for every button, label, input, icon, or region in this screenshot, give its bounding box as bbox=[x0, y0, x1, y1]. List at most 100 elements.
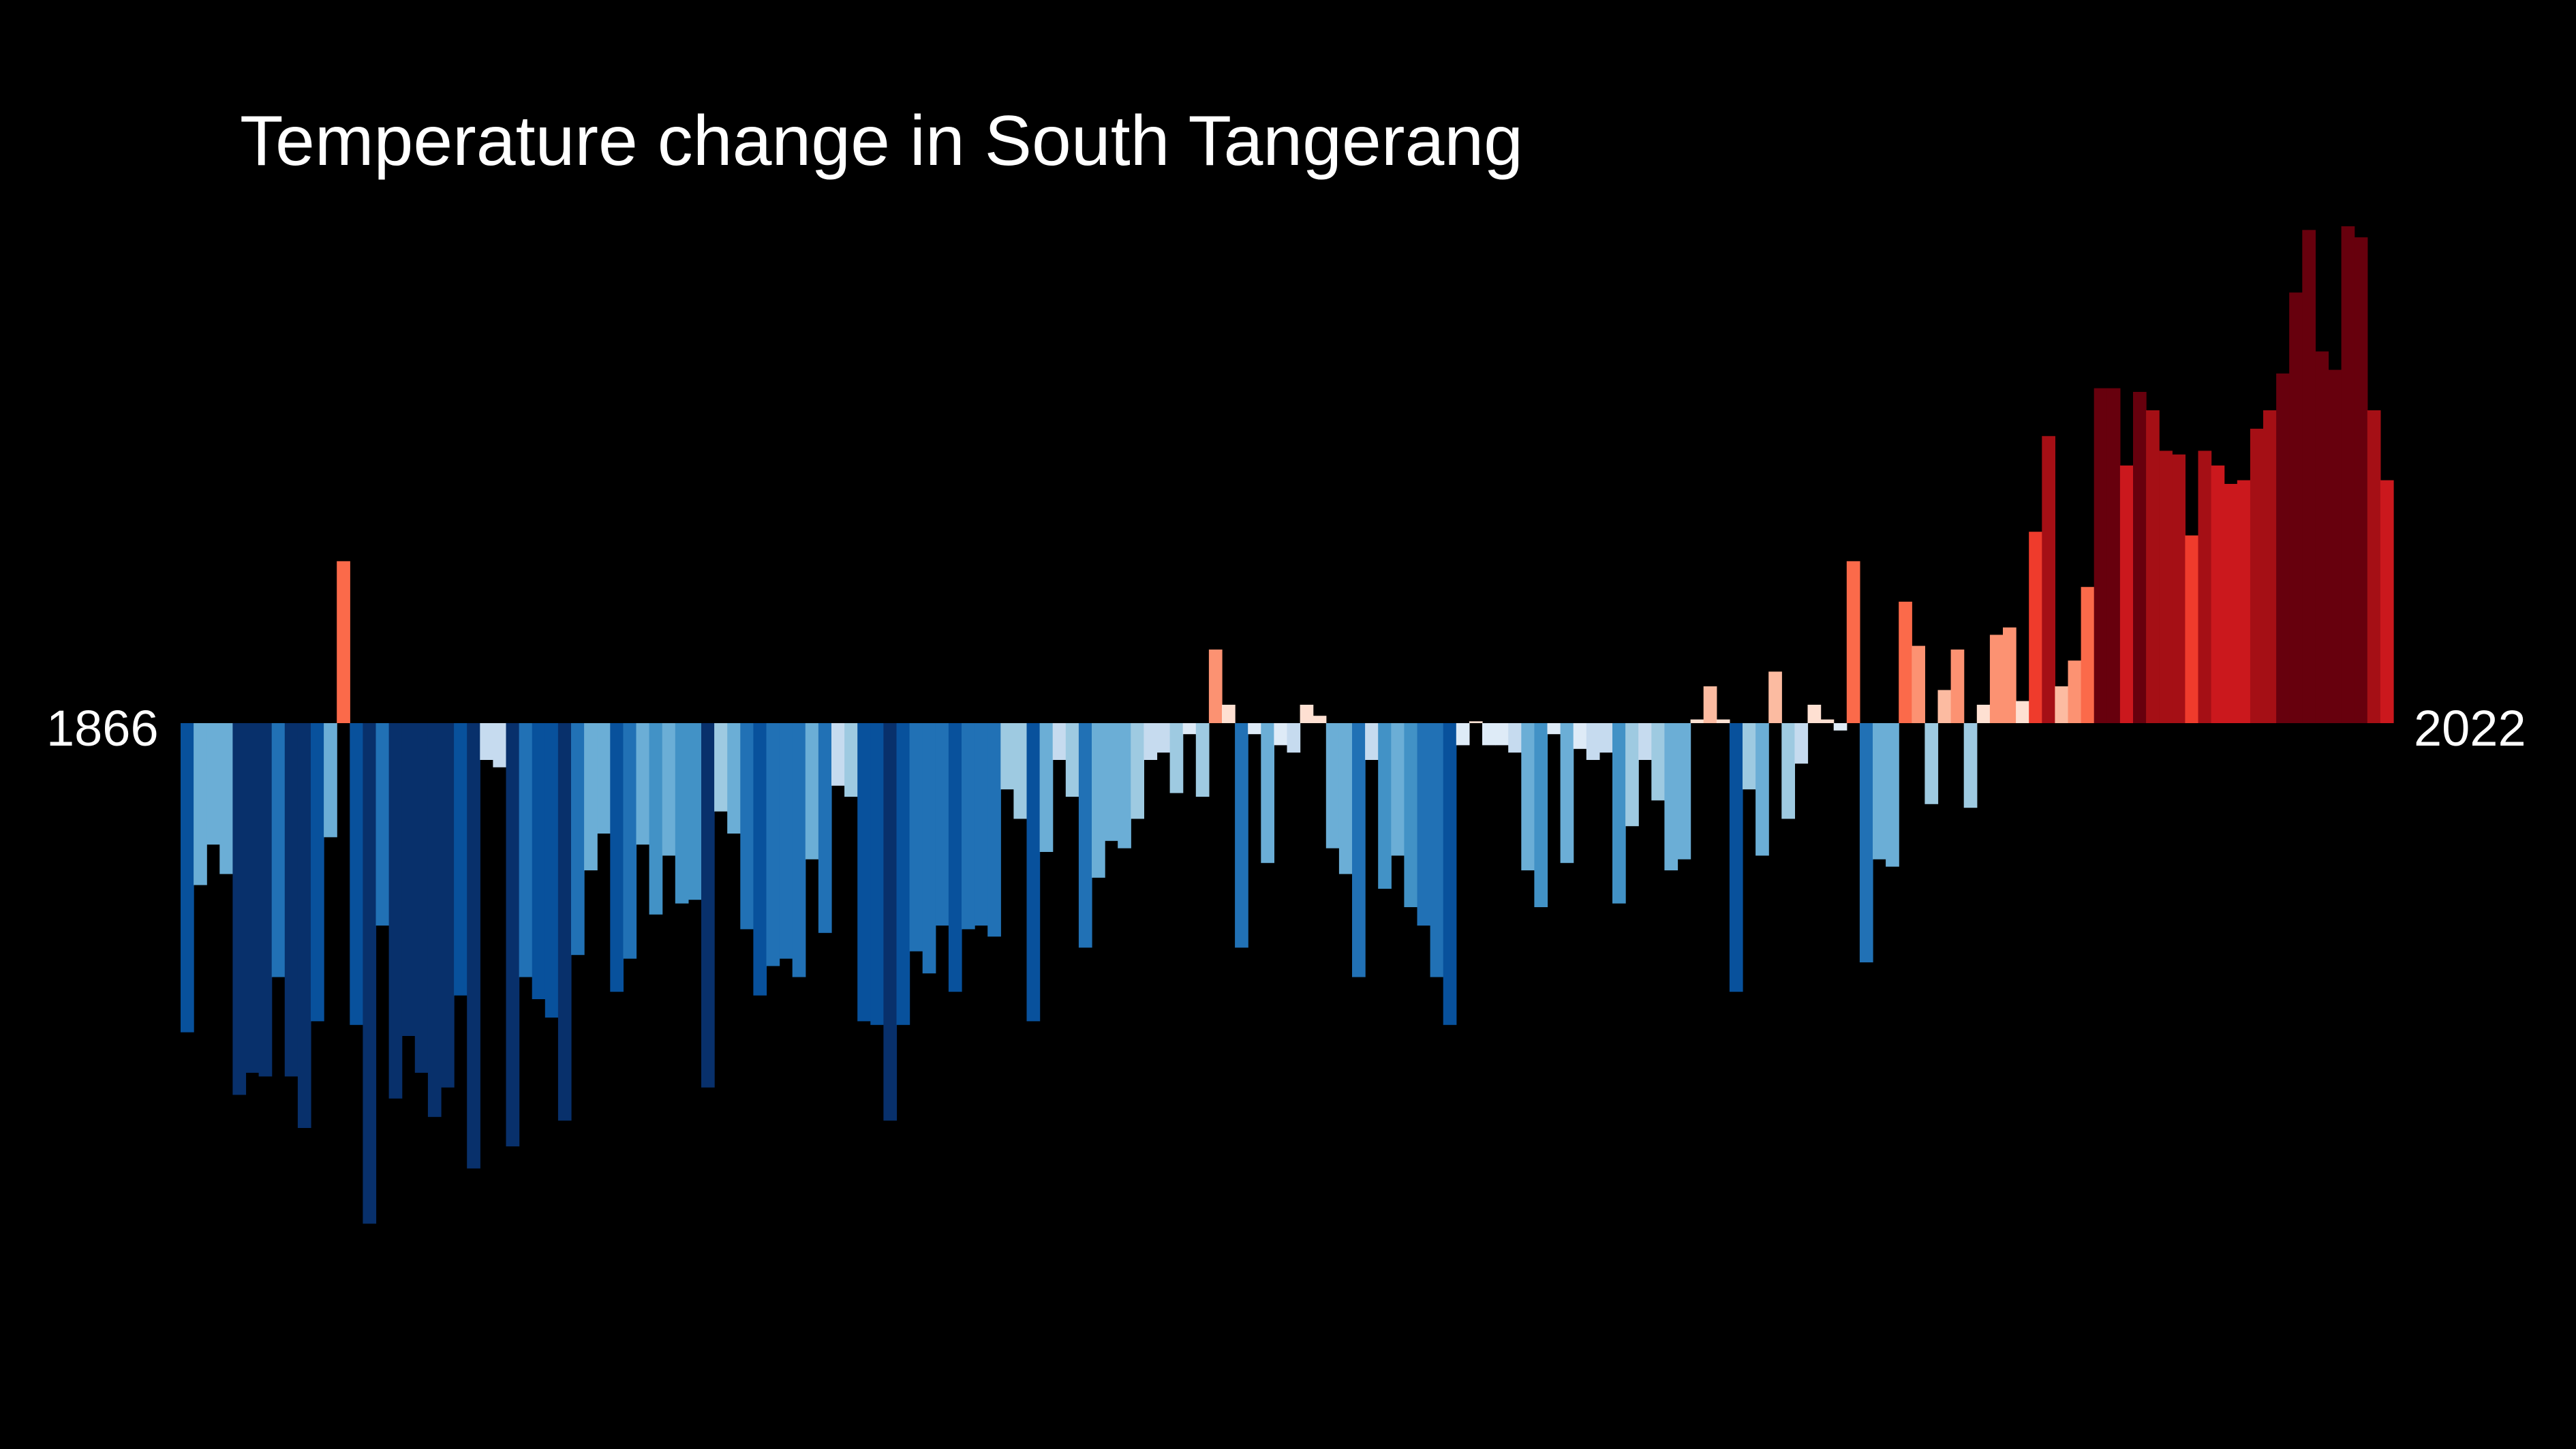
bar-1931 bbox=[1026, 723, 1041, 1022]
bar-2013 bbox=[2094, 388, 2108, 723]
bar-1880 bbox=[363, 723, 377, 1224]
bar-1889 bbox=[480, 723, 493, 760]
bar-1890 bbox=[493, 723, 507, 767]
bar-1950 bbox=[1274, 723, 1288, 746]
bar-1969 bbox=[1521, 723, 1535, 870]
bar-1948 bbox=[1248, 723, 1261, 735]
bar-1886 bbox=[441, 723, 455, 1088]
bar-1944 bbox=[1195, 723, 1210, 797]
bar-1935 bbox=[1078, 723, 1092, 948]
bar-2023 bbox=[2224, 484, 2238, 723]
bar-1884 bbox=[414, 723, 429, 1073]
bar-1963 bbox=[1443, 723, 1457, 1025]
bar-1990 bbox=[1794, 723, 1809, 764]
bar-1947 bbox=[1235, 723, 1248, 948]
bar-1908 bbox=[727, 723, 741, 834]
bar-1924 bbox=[935, 723, 949, 926]
bar-1971 bbox=[1547, 723, 1561, 735]
bar-1957 bbox=[1365, 723, 1379, 760]
bar-2031 bbox=[2328, 369, 2342, 723]
bar-1993 bbox=[1833, 723, 1847, 731]
bar-2007 bbox=[2016, 701, 2029, 723]
bar-2002 bbox=[1950, 650, 1965, 723]
bar-1974 bbox=[1586, 723, 1600, 760]
bar-1998 bbox=[1899, 601, 1912, 723]
bar-1987 bbox=[1755, 723, 1769, 856]
bar-1967 bbox=[1495, 723, 1509, 746]
bar-1958 bbox=[1378, 723, 1392, 889]
bar-1921 bbox=[896, 723, 910, 1025]
bar-1882 bbox=[388, 723, 403, 1099]
bar-1919 bbox=[870, 723, 884, 1025]
bar-2008 bbox=[2029, 532, 2042, 723]
bar-1915 bbox=[818, 723, 832, 933]
bar-1999 bbox=[1912, 645, 1925, 723]
bar-2026 bbox=[2263, 410, 2277, 723]
bar-1981 bbox=[1677, 723, 1691, 859]
bar-1872 bbox=[258, 723, 273, 1077]
bar-1922 bbox=[909, 723, 923, 951]
bar-2024 bbox=[2237, 480, 2251, 723]
bar-1964 bbox=[1456, 723, 1470, 746]
bar-1896 bbox=[571, 723, 585, 956]
bar-1877 bbox=[324, 723, 337, 838]
bar-2034 bbox=[2367, 410, 2381, 723]
bar-2018 bbox=[2159, 451, 2173, 723]
bar-1955 bbox=[1338, 723, 1353, 874]
end-year-label: 2022 bbox=[2414, 700, 2526, 757]
bar-1902 bbox=[649, 723, 663, 915]
bar-1879 bbox=[350, 723, 363, 1025]
bar-1956 bbox=[1352, 723, 1366, 977]
bar-1897 bbox=[584, 723, 598, 870]
bar-1873 bbox=[271, 723, 286, 977]
bar-1951 bbox=[1287, 723, 1301, 753]
bar-1871 bbox=[245, 723, 260, 1073]
bar-1943 bbox=[1182, 723, 1197, 735]
bar-1903 bbox=[662, 723, 676, 856]
bar-1870 bbox=[232, 723, 247, 1095]
bar-1980 bbox=[1664, 723, 1678, 870]
bar-1952 bbox=[1300, 705, 1314, 723]
bar-2025 bbox=[2250, 429, 2264, 723]
bar-1918 bbox=[857, 723, 871, 1022]
bar-1959 bbox=[1391, 723, 1405, 856]
bar-1899 bbox=[610, 723, 624, 992]
bar-1913 bbox=[792, 723, 806, 977]
bar-1878 bbox=[337, 561, 350, 723]
bar-1925 bbox=[948, 723, 962, 992]
bar-1994 bbox=[1846, 561, 1860, 723]
bar-2014 bbox=[2106, 388, 2121, 723]
bar-1961 bbox=[1417, 723, 1431, 926]
bar-1936 bbox=[1092, 723, 1105, 878]
bar-1938 bbox=[1118, 723, 1131, 849]
bar-1973 bbox=[1573, 723, 1587, 749]
bar-1920 bbox=[883, 723, 898, 1121]
bar-1895 bbox=[557, 723, 572, 1121]
bar-1937 bbox=[1105, 723, 1118, 841]
bar-1939 bbox=[1131, 723, 1144, 819]
bar-1926 bbox=[962, 723, 975, 930]
bar-1906 bbox=[701, 723, 715, 1088]
bar-1923 bbox=[922, 723, 936, 974]
bar-1866 bbox=[181, 723, 194, 1033]
bar-1893 bbox=[532, 723, 546, 999]
bar-1989 bbox=[1781, 723, 1795, 819]
bar-1988 bbox=[1768, 671, 1782, 723]
bar-1960 bbox=[1404, 723, 1418, 907]
bar-2030 bbox=[2315, 351, 2329, 723]
bar-1917 bbox=[844, 723, 858, 797]
bar-2001 bbox=[1937, 690, 1952, 723]
bar-1869 bbox=[219, 723, 233, 874]
bar-1968 bbox=[1508, 723, 1522, 753]
bar-1941 bbox=[1156, 723, 1171, 753]
bar-1929 bbox=[1000, 723, 1014, 790]
bar-2028 bbox=[2289, 292, 2303, 723]
bar-1891 bbox=[506, 723, 520, 1146]
bar-1875 bbox=[297, 723, 311, 1128]
bar-1962 bbox=[1430, 723, 1444, 977]
bar-1887 bbox=[454, 723, 467, 996]
bar-1972 bbox=[1560, 723, 1574, 864]
bar-2016 bbox=[2133, 392, 2147, 723]
bar-2000 bbox=[1925, 723, 1939, 804]
